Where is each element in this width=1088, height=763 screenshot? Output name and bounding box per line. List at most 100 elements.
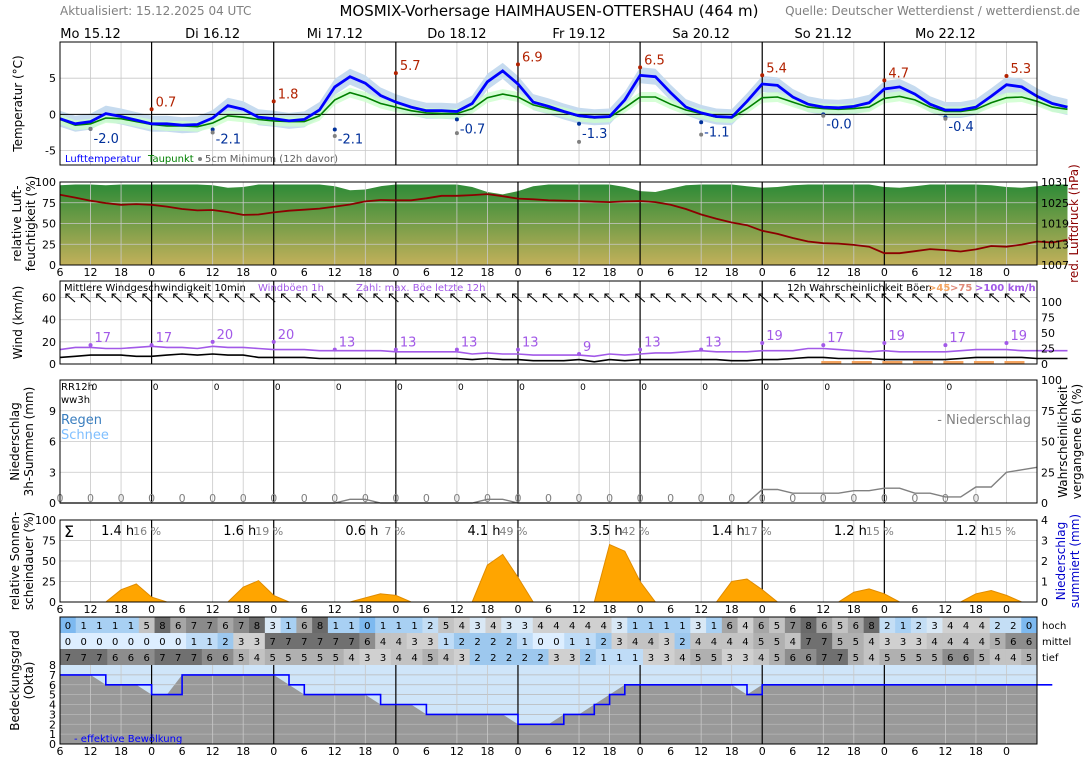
wind-direction-arrow: [142, 293, 153, 303]
humidity-area: [60, 184, 1068, 265]
cloud-cell: [548, 617, 565, 633]
hour-tick-label: 0: [759, 266, 766, 279]
max-temp-label: 1.8: [278, 87, 299, 102]
rr12-value: 0: [641, 383, 647, 393]
cloud-cell-value: 2: [585, 653, 591, 664]
min-temp-marker: [577, 121, 582, 126]
cloud-cell-value: 5: [143, 621, 149, 632]
rr12-value: 0: [580, 383, 586, 393]
day-label: Di 16.12: [185, 27, 240, 42]
cloud-cell-value: 5: [853, 653, 859, 664]
hour-tick-label: 12: [450, 603, 464, 616]
cloud-cell: [706, 633, 723, 649]
cloud-cell: [359, 617, 376, 633]
min-temp-label: -0.4: [948, 120, 973, 135]
cloud-cell: [643, 649, 660, 665]
max-gust-marker: [332, 347, 337, 352]
wind-arrow-head: [635, 293, 640, 298]
cloud-cell: [879, 649, 896, 665]
y2-tick-label: 75: [1041, 311, 1055, 324]
cloud-cell: [138, 633, 156, 649]
cloud-cell-value: 8: [805, 621, 811, 632]
cloud-cell-value: 6: [222, 653, 228, 664]
cloud-cell-value: 0: [65, 621, 71, 632]
cloud-cell: [312, 617, 329, 633]
cloud-cell-value: 7: [65, 653, 71, 664]
y-tick-label: 0: [49, 108, 56, 121]
max-temp-marker: [271, 99, 276, 104]
hour-tick-label: 6: [423, 603, 430, 616]
rr12-label: RR12h: [61, 382, 94, 393]
cloud-cell: [406, 633, 423, 649]
cloud-cell-value: 1: [380, 621, 386, 632]
humidity-axis-label-line: feuchtigkeit (%): [24, 176, 38, 272]
precip-zero-label: 0: [942, 492, 949, 505]
cloud-cell: [249, 617, 266, 633]
wind-arrow-head: [173, 293, 178, 298]
precip-zero-label: 0: [179, 492, 186, 505]
wind-arrow-head: [897, 293, 902, 298]
cloud-cell: [170, 617, 187, 633]
hour-tick-label: 6: [57, 266, 64, 279]
cloud-cell-value: 4: [963, 621, 969, 632]
max-temp-label: 6.9: [522, 50, 543, 65]
wind-arrow-head: [866, 293, 871, 298]
cloud-cell: [170, 649, 187, 665]
y-tick-label: 0: [49, 259, 56, 272]
wind-arrow-head: [758, 293, 763, 298]
daily-sunshine-hours: 1.6 h: [223, 524, 256, 539]
cloud-cell: [1021, 633, 1038, 649]
cloud-cell-value: 3: [900, 637, 906, 648]
cloud-cell: [942, 649, 959, 665]
precip-zero-label: 0: [698, 492, 705, 505]
cloud-cell-value: 6: [947, 653, 953, 664]
cloud-cell-value: 5: [837, 637, 843, 648]
cloud-cell: [973, 649, 991, 665]
y-tick-label: 9: [49, 405, 56, 418]
cloud-cell-value: 5: [711, 653, 717, 664]
pressure-line: [59, 193, 1068, 255]
cloud-cell-value: 1: [569, 637, 575, 648]
gust-probability-bar: [943, 361, 964, 364]
cloud-cell: [548, 649, 565, 665]
wind-arrow-head: [373, 293, 378, 298]
precip-zero-label: 0: [118, 492, 125, 505]
wind-direction-arrow: [712, 293, 723, 303]
cloud-cell-value: 1: [348, 621, 354, 632]
cloud-cell: [343, 633, 360, 649]
cloud-cell: [595, 617, 613, 633]
wind-arrow-head: [850, 293, 856, 298]
cloud-cell: [264, 617, 282, 633]
wind-direction-arrow: [928, 293, 938, 303]
wind-arrow-head: [712, 293, 717, 298]
cloud-cell-value: 6: [758, 621, 764, 632]
wind-arrow-head: [696, 293, 702, 298]
wind-direction-arrow: [512, 293, 522, 303]
cloud-cell: [91, 649, 108, 665]
hour-tick-label: 0: [881, 745, 888, 758]
cloud-cell: [359, 633, 376, 649]
y-tick-label: -5: [45, 145, 56, 158]
cloud-cell: [438, 617, 455, 633]
cloud-cell-value: 7: [317, 637, 323, 648]
cloud-cell-value: 0: [537, 637, 543, 648]
cloud-cell-value: 1: [333, 621, 339, 632]
hour-tick-label: 0: [270, 266, 277, 279]
legend-ground-marker: [198, 157, 202, 161]
humidity-axis-label-line: relative Luft-: [10, 185, 24, 261]
cloud-cell: [753, 633, 770, 649]
wind-arrow-head: [311, 293, 317, 298]
wind-arrow-head: [650, 293, 656, 298]
y2-tick-label: 1013: [1041, 238, 1069, 251]
y2-tick-label: 0: [1041, 596, 1048, 609]
wind-direction-arrow: [235, 293, 245, 303]
cloud-cell-value: 8: [868, 621, 874, 632]
wind-arrow-head: [142, 293, 147, 298]
cloud-cell: [595, 649, 613, 665]
cloud-cell: [532, 633, 549, 649]
legend-gust-probability: 12h Wahrscheinlichkeit Böen: [787, 283, 932, 294]
wind-arrow-head: [1004, 293, 1010, 298]
cloud-cell-value: 2: [884, 621, 890, 632]
wind-direction-arrow: [158, 293, 168, 303]
wind-mean-line: [59, 353, 1068, 363]
